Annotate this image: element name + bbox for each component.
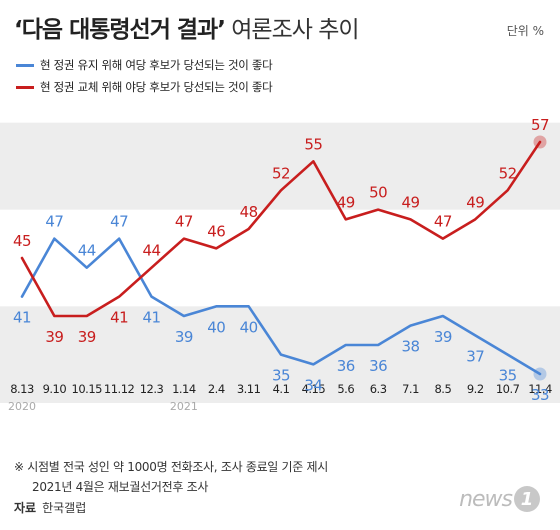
chart-title-rest: 여론조사 추이 [224, 17, 359, 43]
data-label-blue: 47 [45, 213, 63, 231]
footnote-1: ※ 시점별 전국 성인 약 1000명 전화조사, 조사 종료일 기준 제시 [14, 460, 329, 474]
data-label-red: 41 [110, 309, 128, 327]
legend-label-blue: 현 정권 유지 위해 여당 후보가 당선되는 것이 좋다 [40, 58, 273, 72]
x-tick-label: 7.1 [402, 382, 419, 396]
data-label-blue: 44 [78, 242, 96, 260]
unit-label: 단위 % [506, 24, 544, 38]
data-label-blue: 40 [207, 318, 225, 336]
news1-logo-mark: 1 [514, 486, 540, 512]
data-label-red: 46 [207, 222, 225, 240]
data-label-red: 39 [78, 328, 96, 346]
data-label-blue: 37 [466, 347, 484, 365]
x-tick-label: 10.15 [72, 382, 103, 396]
data-label-blue: 41 [142, 309, 160, 327]
data-label-red: 48 [240, 203, 258, 221]
data-label-red: 50 [369, 184, 387, 202]
line-chart: 8.13 9.10 10.15 11.12 12.3 1.14 2.4 3.11 4.1 4.15… [0, 116, 560, 413]
x-tick-label: 4.1 [273, 382, 290, 396]
data-label-red: 44 [142, 242, 160, 260]
x-tick-label: 4.15 [302, 382, 326, 396]
legend-swatch-blue [16, 63, 34, 67]
x-tick-label: 12.3 [140, 382, 164, 396]
x-tick-label: 10.7 [496, 382, 520, 396]
data-label-red: 47 [434, 213, 452, 231]
x-tick-label: 9.2 [467, 382, 484, 396]
data-label-blue: 34 [304, 376, 322, 394]
data-label-blue: 39 [434, 328, 452, 346]
news1-logo: news 1 [459, 486, 540, 512]
series-line-blue [20, 237, 542, 376]
end-marker-blue [533, 367, 547, 381]
data-label-red: 49 [466, 193, 484, 211]
year-label: 2020 [8, 400, 36, 413]
chart-title: ‘다음 대통령선거 결과’ 여론조사 추이 [14, 10, 360, 44]
x-tick-label: 6.3 [370, 382, 387, 396]
news1-logo-text: news [459, 486, 513, 512]
data-label-blue: 41 [13, 309, 31, 327]
data-label-red: 49 [337, 193, 355, 211]
series-line-red [20, 140, 542, 318]
x-tick-label: 2.4 [208, 382, 225, 396]
source-line: 자료 한국갤럽 [14, 499, 86, 516]
data-label-red: 52 [272, 164, 290, 182]
legend-item-blue: 현 정권 유지 위해 여당 후보가 당선되는 것이 좋다 [16, 57, 273, 73]
data-label-red: 55 [304, 135, 322, 153]
data-label-blue: 33 [531, 386, 549, 404]
source-label: 자료 [14, 501, 37, 515]
legend-swatch-red [16, 85, 34, 89]
x-tick-label: 11.4 [528, 382, 552, 396]
x-tick-label: 5.6 [337, 382, 354, 396]
chart-title-quoted: ‘다음 대통령선거 결과’ [14, 17, 226, 43]
data-label-red: 47 [175, 213, 193, 231]
data-label-red: 49 [401, 193, 419, 211]
data-label-blue: 35 [499, 367, 517, 385]
data-label-red: 57 [531, 116, 549, 134]
legend-label-red: 현 정권 교체 위해 야당 후보가 당선되는 것이 좋다 [40, 80, 273, 94]
x-tick-label: 1.14 [172, 382, 196, 396]
year-label: 2021 [170, 400, 198, 413]
x-tick-label: 3.11 [237, 382, 261, 396]
data-label-blue: 47 [110, 213, 128, 231]
data-label-red: 52 [499, 164, 517, 182]
source-value: 한국갤럽 [42, 501, 87, 515]
x-tick-label: 8.5 [434, 382, 451, 396]
x-tick-label: 11.12 [104, 382, 135, 396]
footnote-2: 2021년 4월은 재보궐선거전후 조사 [32, 480, 209, 494]
data-label-red: 45 [13, 232, 31, 250]
data-label-red: 39 [45, 328, 63, 346]
band-upper [0, 122, 560, 210]
data-label-blue: 39 [175, 328, 193, 346]
x-tick-label: 9.10 [43, 382, 67, 396]
x-tick-label: 8.13 [10, 382, 34, 396]
data-label-blue: 35 [272, 367, 290, 385]
data-label-blue: 40 [240, 318, 258, 336]
data-label-blue: 36 [337, 357, 355, 375]
data-label-blue: 38 [401, 338, 419, 356]
data-label-blue: 36 [369, 357, 387, 375]
legend-item-red: 현 정권 교체 위해 야당 후보가 당선되는 것이 좋다 [16, 79, 273, 95]
end-marker-red [533, 135, 547, 149]
